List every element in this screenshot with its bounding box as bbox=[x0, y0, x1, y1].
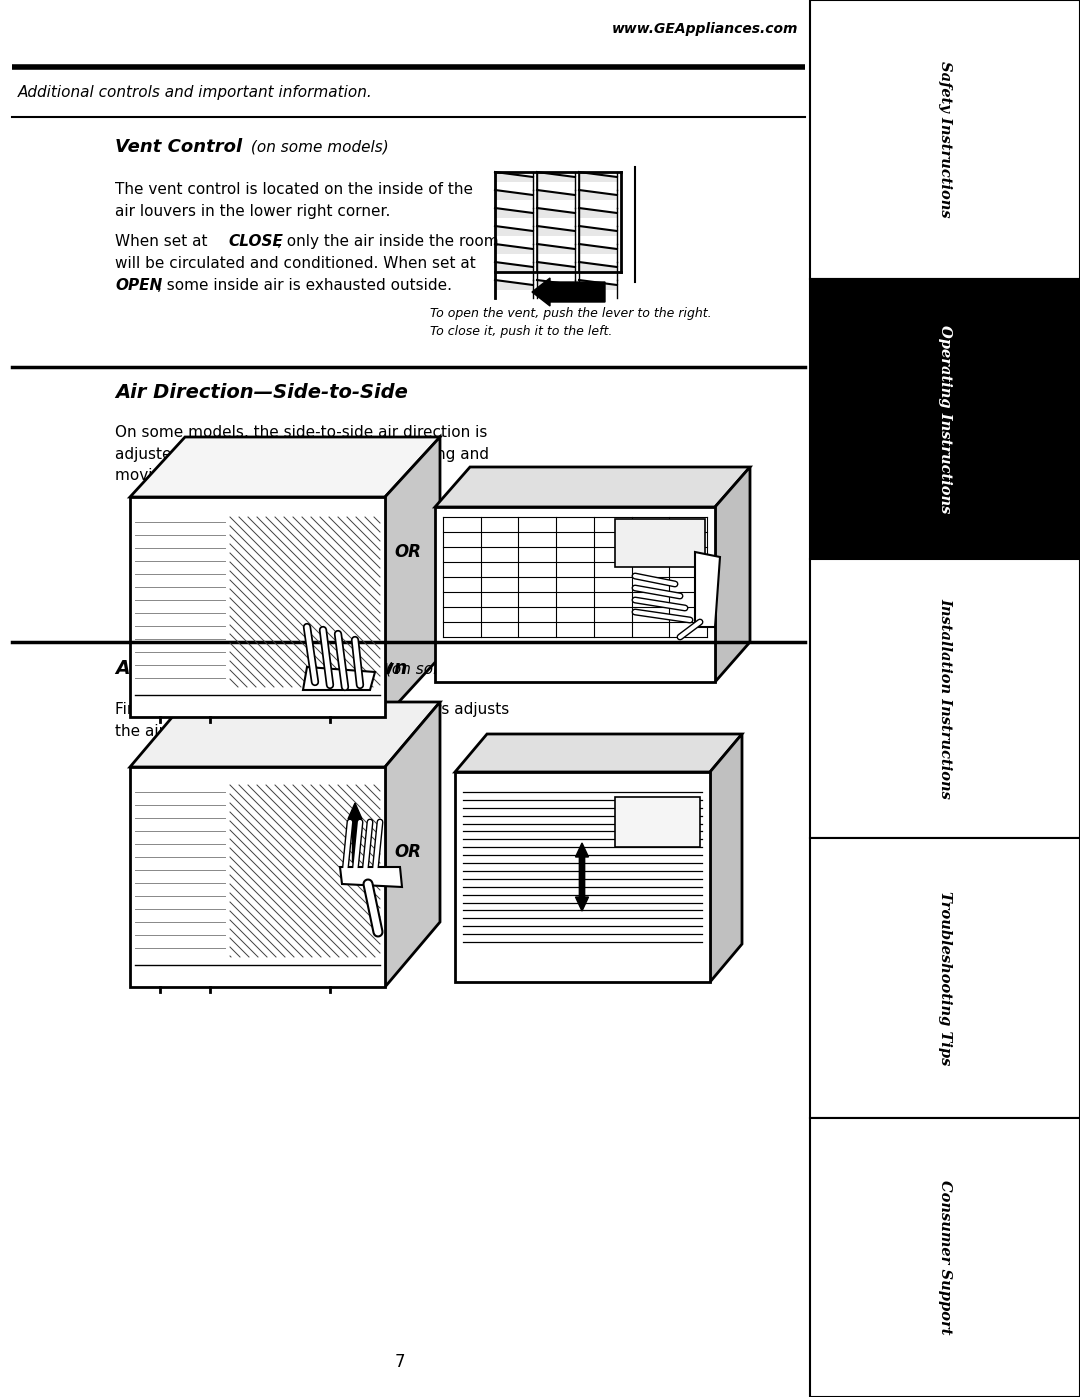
Polygon shape bbox=[537, 226, 575, 236]
Text: Consumer Support: Consumer Support bbox=[939, 1180, 951, 1334]
Text: To open the vent, push the lever to the right.
To close it, push it to the left.: To open the vent, push the lever to the … bbox=[430, 307, 712, 338]
Polygon shape bbox=[495, 263, 534, 272]
Polygon shape bbox=[537, 263, 575, 272]
Text: (on some models): (on some models) bbox=[381, 662, 524, 676]
Polygon shape bbox=[384, 703, 440, 988]
Text: OPEN: OPEN bbox=[114, 278, 162, 293]
Polygon shape bbox=[537, 244, 575, 254]
Text: Safety Instructions: Safety Instructions bbox=[939, 61, 951, 218]
Bar bbox=[615, 520, 705, 567]
Polygon shape bbox=[579, 244, 617, 254]
Text: 7: 7 bbox=[395, 1354, 405, 1370]
FancyArrow shape bbox=[532, 278, 605, 306]
Text: OR: OR bbox=[394, 842, 421, 861]
Polygon shape bbox=[579, 190, 617, 200]
Bar bbox=[810, 838, 1080, 1118]
Text: Additional controls and important information.: Additional controls and important inform… bbox=[18, 84, 373, 99]
Polygon shape bbox=[579, 279, 617, 291]
Polygon shape bbox=[710, 733, 742, 982]
Polygon shape bbox=[495, 279, 534, 291]
Text: Troubleshooting Tips: Troubleshooting Tips bbox=[939, 891, 951, 1065]
FancyArrow shape bbox=[576, 856, 589, 911]
Bar bbox=[810, 0, 1080, 279]
Text: , some inside air is exhausted outside.: , some inside air is exhausted outside. bbox=[157, 278, 453, 293]
Polygon shape bbox=[537, 190, 575, 200]
Text: Vent Control: Vent Control bbox=[114, 138, 242, 156]
Polygon shape bbox=[455, 733, 742, 773]
Polygon shape bbox=[435, 507, 715, 682]
Polygon shape bbox=[579, 208, 617, 218]
FancyArrow shape bbox=[348, 803, 362, 862]
Polygon shape bbox=[495, 190, 534, 200]
Text: www.GEAppliances.com: www.GEAppliances.com bbox=[611, 22, 798, 36]
Polygon shape bbox=[495, 226, 534, 236]
Text: Operating Instructions: Operating Instructions bbox=[939, 326, 951, 513]
Text: CLOSE: CLOSE bbox=[228, 235, 283, 249]
Polygon shape bbox=[455, 773, 710, 982]
Bar bbox=[810, 559, 1080, 838]
Text: Installation Instructions: Installation Instructions bbox=[939, 598, 951, 799]
Text: Fingertip pressure on the horizontal louvers adjusts
the air direction up or dow: Fingertip pressure on the horizontal lou… bbox=[114, 703, 510, 739]
Polygon shape bbox=[130, 703, 440, 767]
Text: Air Direction—Side-to-Side: Air Direction—Side-to-Side bbox=[114, 383, 408, 401]
Polygon shape bbox=[340, 868, 402, 887]
Polygon shape bbox=[537, 172, 575, 182]
Polygon shape bbox=[495, 172, 534, 182]
Text: The vent control is located on the inside of the
air louvers in the lower right : The vent control is located on the insid… bbox=[114, 182, 473, 218]
Text: OR: OR bbox=[394, 543, 421, 562]
Polygon shape bbox=[579, 263, 617, 272]
Text: will be circulated and conditioned. When set at: will be circulated and conditioned. When… bbox=[114, 256, 476, 271]
Polygon shape bbox=[495, 244, 534, 254]
Polygon shape bbox=[435, 467, 750, 507]
Polygon shape bbox=[579, 226, 617, 236]
FancyArrow shape bbox=[576, 842, 589, 897]
Polygon shape bbox=[130, 437, 440, 497]
Text: , only the air inside the room: , only the air inside the room bbox=[276, 235, 499, 249]
Polygon shape bbox=[715, 467, 750, 682]
Text: (on some models): (on some models) bbox=[246, 140, 389, 155]
Bar bbox=[615, 798, 700, 847]
Polygon shape bbox=[537, 208, 575, 218]
Polygon shape bbox=[696, 552, 720, 627]
Polygon shape bbox=[579, 172, 617, 182]
Text: Air Direction—Up and Down: Air Direction—Up and Down bbox=[114, 659, 407, 679]
Polygon shape bbox=[537, 279, 575, 291]
Polygon shape bbox=[130, 497, 384, 717]
Polygon shape bbox=[495, 208, 534, 218]
Polygon shape bbox=[303, 666, 375, 690]
Bar bbox=[810, 279, 1080, 559]
Bar bbox=[810, 1118, 1080, 1397]
Polygon shape bbox=[384, 437, 440, 717]
Text: On some models, the side-to-side air direction is
adjusted by the louver levers : On some models, the side-to-side air dir… bbox=[114, 425, 489, 483]
Polygon shape bbox=[130, 767, 384, 988]
Text: When set at: When set at bbox=[114, 235, 213, 249]
